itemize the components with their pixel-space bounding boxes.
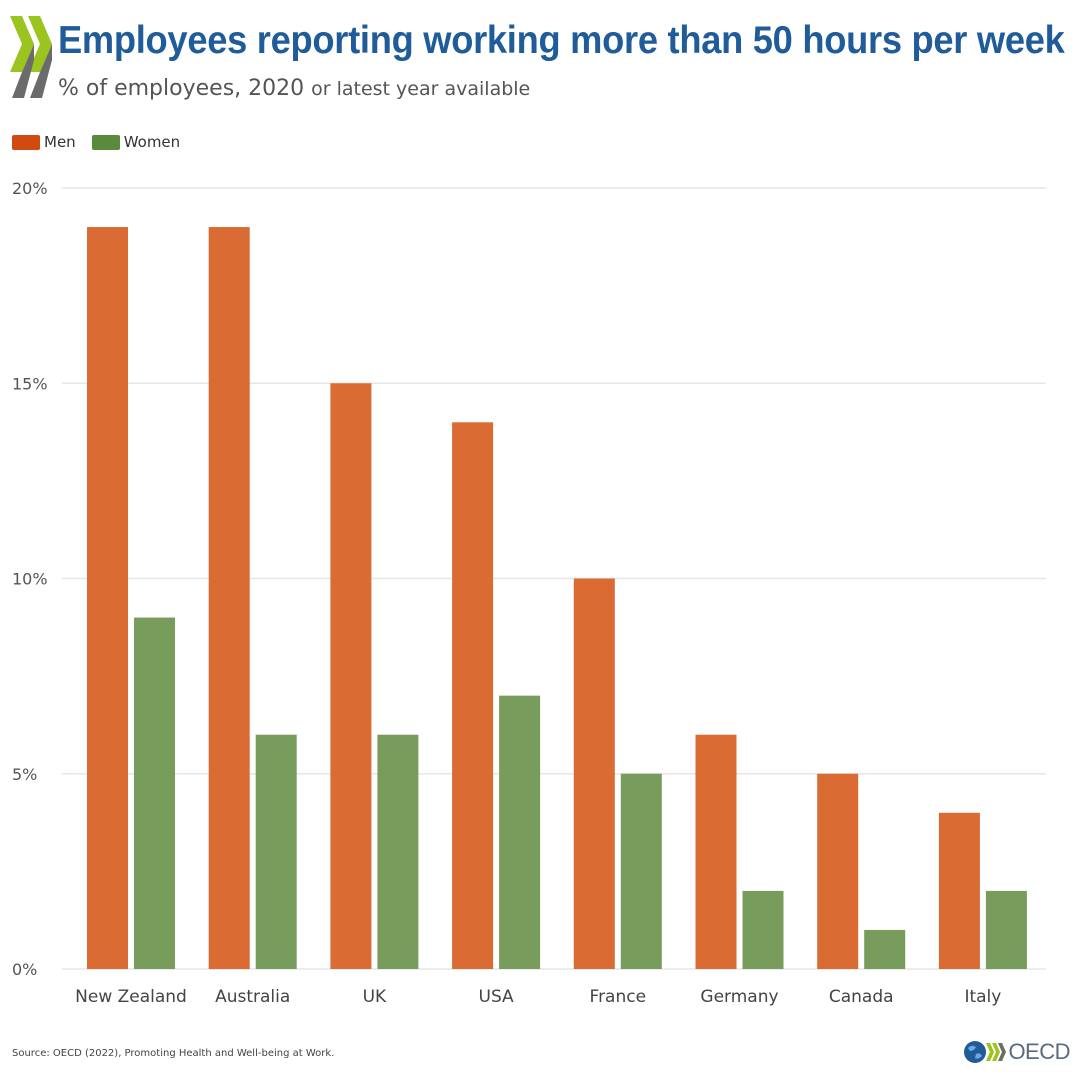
bar-men[interactable] — [330, 383, 372, 969]
bar-men[interactable] — [452, 422, 494, 969]
legend-label-women: Women — [123, 133, 181, 151]
bar-men[interactable] — [87, 227, 128, 970]
source-note: Source: OECD (2022), Promoting Health an… — [12, 1048, 335, 1059]
x-tick-label: Australia — [215, 987, 290, 1007]
bars — [87, 227, 1027, 970]
x-tick-label: Canada — [829, 987, 894, 1007]
bar-women[interactable] — [742, 890, 784, 969]
globe-icon — [964, 1041, 1007, 1063]
bar-women[interactable] — [864, 929, 906, 969]
x-tick-label: Italy — [964, 987, 1001, 1007]
oecd-chevron-logo-icon — [10, 16, 52, 98]
legend-item-men[interactable]: Men — [12, 133, 76, 151]
x-tick-label: UK — [363, 987, 387, 1007]
bar-men[interactable] — [695, 734, 737, 969]
subtitle-secondary: or latest year available — [311, 78, 531, 100]
legend-swatch-men — [12, 134, 40, 150]
x-axis-tick-labels: New Zealand Australia UK USA France Germany Ca… — [75, 987, 1001, 1007]
x-tick-label: New Zealand — [75, 987, 187, 1007]
bar-women[interactable] — [620, 773, 662, 969]
oecd-logo: OECD — [962, 1039, 1070, 1065]
y-tick-label: 0% — [12, 960, 37, 979]
oecd-logo-text: OECD — [1008, 1039, 1070, 1064]
legend-label-men: Men — [44, 133, 76, 151]
bar-women[interactable] — [377, 734, 419, 969]
bar-men[interactable] — [573, 578, 615, 970]
bar-men[interactable] — [208, 227, 250, 970]
legend-swatch-women — [91, 134, 120, 150]
y-tick-label: 20% — [12, 179, 48, 198]
y-tick-label: 15% — [12, 374, 48, 393]
legend-item-women[interactable]: Women — [91, 133, 181, 151]
bar-men[interactable] — [938, 812, 980, 969]
x-tick-label: USA — [479, 987, 515, 1007]
subtitle-main: % of employees, 2020 — [58, 76, 305, 101]
bar-women[interactable] — [985, 890, 1027, 969]
y-tick-label: 5% — [12, 765, 37, 784]
bar-women[interactable] — [255, 734, 297, 969]
legend: Men Women — [12, 133, 196, 151]
bar-men[interactable] — [817, 773, 859, 969]
bar-women[interactable] — [499, 695, 541, 969]
y-tick-label: 10% — [12, 570, 48, 589]
chart-subtitle: % of employees, 2020 or latest year avai… — [58, 76, 530, 101]
bar-women[interactable] — [134, 617, 175, 969]
y-axis-tick-labels: 0% 5% 10% 15% 20% — [12, 179, 48, 979]
chart-title: Employees reporting working more than 50… — [58, 19, 1065, 62]
x-tick-label: Germany — [700, 987, 778, 1007]
bar-chart: 0% 5% 10% 15% 20% New Zealand Australia UK USA F… — [12, 179, 1046, 1007]
x-tick-label: France — [590, 987, 647, 1007]
